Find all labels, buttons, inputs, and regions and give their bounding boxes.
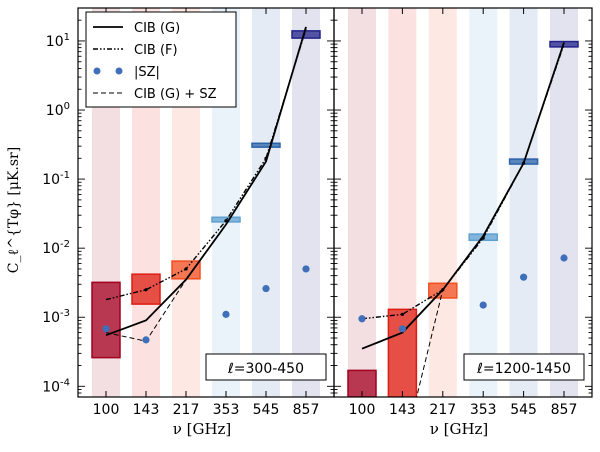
band-217ghz <box>428 8 457 397</box>
band-353ghz <box>469 8 498 397</box>
x-tick-label: 545 <box>253 402 280 418</box>
measurement-box-100ghz <box>91 281 121 359</box>
x-tick-label: 353 <box>213 402 240 418</box>
y-tick-base: 10 <box>42 310 60 326</box>
x-axis-title: ν [GHz] <box>430 420 489 438</box>
cib-f-marker <box>522 161 526 165</box>
y-tick-label: 101 <box>46 32 70 50</box>
x-tick-label: 217 <box>173 402 200 418</box>
x-tick-label: 217 <box>429 402 456 418</box>
x-tick-label: 857 <box>293 402 320 418</box>
y-tick-label: 10-1 <box>42 170 70 188</box>
cib-f-marker <box>224 219 228 223</box>
y-tick-exponent: -2 <box>60 239 70 250</box>
band-545ghz <box>509 8 538 397</box>
sz-point-857ghz <box>302 265 310 273</box>
legend-marker-sz <box>93 67 101 75</box>
y-tick-base: 10 <box>46 34 64 50</box>
measurement-box-545ghz <box>251 142 281 148</box>
sz-point-353ghz <box>222 310 230 318</box>
legend-label-cib-g: CIB (G) <box>134 21 180 36</box>
sz-point-545ghz <box>520 273 528 281</box>
line-cib-g <box>361 42 565 350</box>
panel-high-ell: 100 143 217 353 545 857 ℓ=1200-1450 ν [GHz] <box>333 7 593 438</box>
x-tick-label: 545 <box>510 402 537 418</box>
sz-point-143ghz <box>398 325 406 333</box>
ell-range-label: ℓ=300-450 <box>227 361 304 377</box>
cib-f-marker <box>481 236 485 240</box>
y-tick-base: 10 <box>42 172 60 188</box>
ell-range-label: ℓ=1200-1450 <box>476 361 571 377</box>
legend-marker-sz <box>115 67 123 75</box>
y-tick-label: 10-4 <box>42 377 70 395</box>
y-tick-exponent: 0 <box>64 101 70 112</box>
band-100ghz <box>348 8 376 397</box>
x-axis-title: ν [GHz] <box>173 420 232 438</box>
y-tick-exponent: 1 <box>64 32 70 43</box>
panel-frame <box>333 7 593 398</box>
cib-f-marker <box>264 156 268 160</box>
y-tick-exponent: -1 <box>60 170 70 181</box>
cib-f-marker <box>441 288 445 292</box>
y-axis-title: C_ℓ^{Tφ} [μK.sr] <box>6 147 22 273</box>
y-tick-label: 10-3 <box>42 308 70 326</box>
sz-point-100ghz <box>102 325 110 333</box>
y-tick-label: 100 <box>46 101 70 119</box>
sz-point-353ghz <box>479 301 487 309</box>
legend: CIB (G) CIB (F) |SZ| CIB (G) + SZ <box>85 11 237 108</box>
y-tick-base: 10 <box>42 379 60 395</box>
cib-f-marker <box>144 288 148 292</box>
band-857ghz <box>550 8 578 397</box>
x-tick-label: 100 <box>349 402 376 418</box>
y-tick-base: 10 <box>46 103 64 119</box>
cib-f-marker <box>184 267 188 271</box>
cib-f-marker <box>400 312 404 316</box>
y-tick-exponent: -4 <box>60 377 70 388</box>
panel-plot-area <box>347 8 579 397</box>
legend-label-cib-sz: CIB (G) + SZ <box>134 87 217 102</box>
sz-point-100ghz <box>358 315 366 323</box>
sz-point-857ghz <box>560 254 568 262</box>
y-tick-exponent: -3 <box>60 308 70 319</box>
line-cib-g <box>105 26 307 337</box>
legend-label-cib-f: CIB (F) <box>134 43 178 58</box>
ell-range-box <box>205 353 327 381</box>
x-tick-label: 100 <box>93 402 120 418</box>
sz-point-545ghz <box>262 284 270 293</box>
band-545ghz <box>252 8 280 397</box>
y-tick-label: 10-2 <box>42 239 70 257</box>
ell-range-box <box>463 353 585 381</box>
y-tick-base: 10 <box>42 241 60 257</box>
x-tick-label: 143 <box>389 402 416 418</box>
legend-label-sz: |SZ| <box>134 65 160 80</box>
band-857ghz <box>292 8 320 397</box>
measurement-box-857ghz <box>291 30 321 39</box>
x-tick-label: 353 <box>470 402 497 418</box>
sz-point-143ghz <box>142 336 150 344</box>
x-tick-label: 143 <box>133 402 160 418</box>
x-tick-label: 857 <box>551 402 578 418</box>
